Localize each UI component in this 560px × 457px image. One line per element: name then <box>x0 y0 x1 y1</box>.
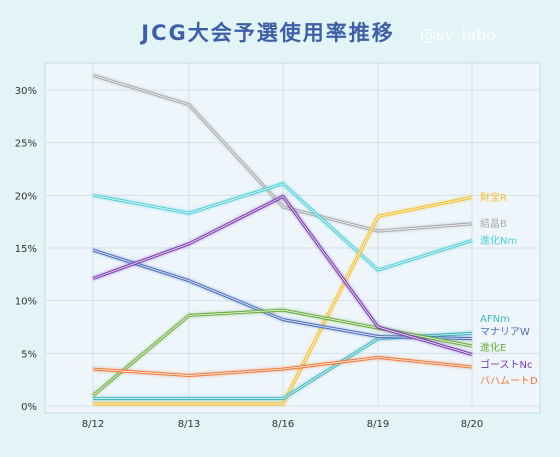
series-end-label: 進化E <box>480 341 506 354</box>
chart-title: JCG大会予選使用率推移 <box>139 21 394 45</box>
series-end-label: 結晶B <box>480 217 507 230</box>
series-line <box>92 73 473 234</box>
series-line-highlight <box>93 196 473 405</box>
series-end-label: ゴーストNc <box>480 358 532 371</box>
x-tick-label: 8/19 <box>367 419 389 430</box>
watermark-handle: @sv_labo <box>420 25 496 44</box>
series-end-label: 財宝R <box>480 191 507 204</box>
y-tick-label: 0% <box>21 402 37 413</box>
series-end-label: マナリアW <box>480 326 530 338</box>
series-line-highlight <box>92 74 473 232</box>
series-end-label: バハムートD <box>480 375 538 387</box>
series-line-highlight <box>92 183 473 271</box>
series-line <box>92 194 473 357</box>
x-tick-label: 8/13 <box>178 419 200 430</box>
y-tick-label: 20% <box>15 191 37 202</box>
series-line-highlight <box>92 195 473 355</box>
y-tick-label: 5% <box>21 349 37 360</box>
y-tick-label: 25% <box>15 139 37 150</box>
x-tick-label: 8/12 <box>82 419 104 430</box>
y-axis-ticks: 0% 5% 10% 15% 20% 25% 30% <box>15 86 37 413</box>
y-tick-label: 30% <box>15 86 37 97</box>
series-line-highlight <box>92 357 473 376</box>
series-end-label: AFNm <box>480 314 510 325</box>
series-end-label: 進化Nm <box>480 234 517 247</box>
series-line <box>93 195 473 407</box>
series-line <box>92 181 473 273</box>
x-tick-label: 8/16 <box>272 419 294 430</box>
series-layer <box>91 73 473 407</box>
y-tick-label: 10% <box>15 297 37 308</box>
x-tick-label: 8/20 <box>461 419 483 430</box>
y-tick-label: 15% <box>15 244 37 255</box>
plot-area <box>44 62 541 414</box>
x-axis-ticks: 8/12 8/13 8/16 8/19 8/20 <box>82 419 483 430</box>
series-line <box>92 355 473 378</box>
